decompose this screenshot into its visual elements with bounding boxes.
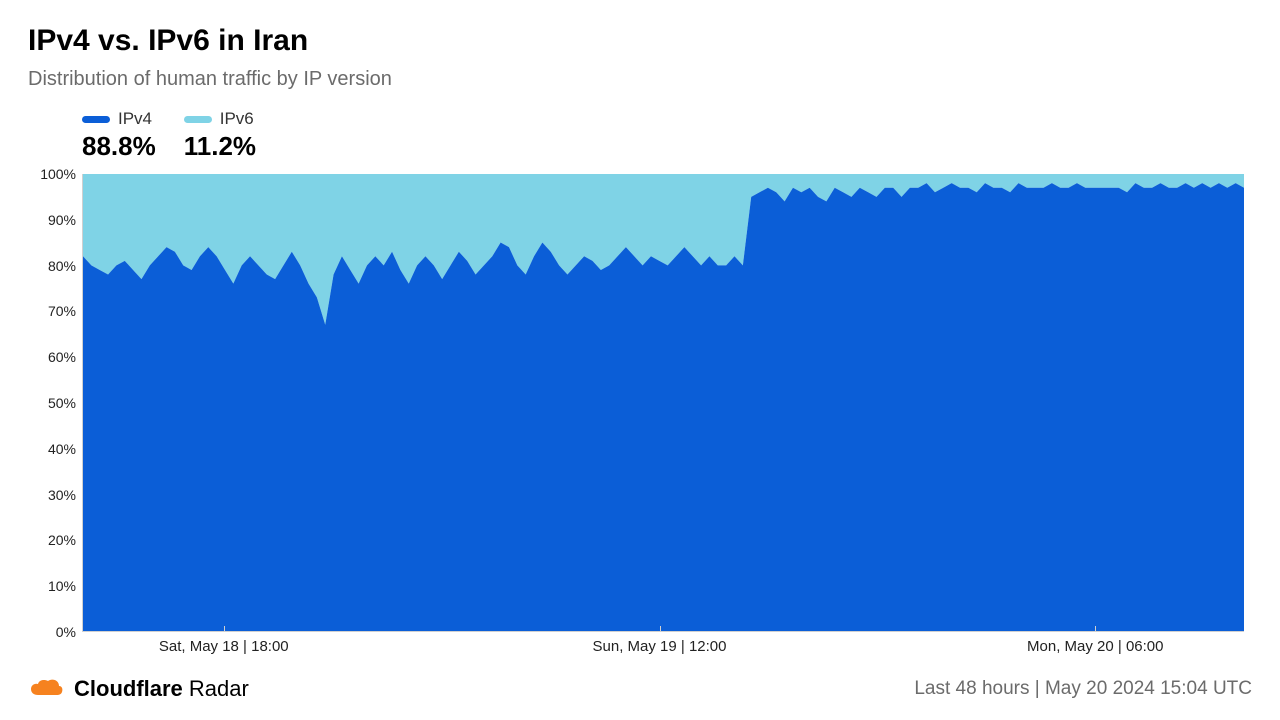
x-tick-label: Mon, May 20 | 06:00	[1027, 638, 1163, 655]
x-tick-label: Sat, May 18 | 18:00	[159, 638, 289, 655]
x-axis: Sat, May 18 | 18:00 Sun, May 19 | 12:00 Mo…	[82, 632, 1244, 662]
y-tick-label: 0%	[56, 624, 76, 640]
x-tick-label: Sun, May 19 | 12:00	[593, 638, 727, 655]
y-tick-label: 20%	[48, 532, 76, 548]
plot	[82, 174, 1244, 632]
y-axis: 0%10%20%30%40%50%60%70%80%90%100%	[28, 174, 82, 632]
y-tick-label: 30%	[48, 487, 76, 503]
chart-title: IPv4 vs. IPv6 in Iran	[28, 24, 1252, 58]
y-tick-label: 80%	[48, 258, 76, 274]
y-tick-label: 40%	[48, 441, 76, 457]
brand-name-bold: Cloudflare	[74, 676, 183, 701]
y-tick-label: 100%	[40, 166, 76, 182]
brand-name-light: Radar	[189, 676, 249, 701]
legend-label-ipv4: IPv4	[118, 109, 152, 129]
legend-value-ipv4: 88.8%	[82, 131, 156, 162]
legend-item-ipv4: IPv4 88.8%	[82, 109, 156, 162]
legend-swatch-ipv4	[82, 116, 110, 123]
chart-subtitle: Distribution of human traffic by IP vers…	[28, 68, 1252, 91]
y-tick-label: 50%	[48, 395, 76, 411]
y-tick-label: 70%	[48, 303, 76, 319]
legend-value-ipv6: 11.2%	[184, 131, 256, 162]
y-tick-label: 90%	[48, 212, 76, 228]
cloudflare-icon	[28, 677, 64, 701]
chart-area: 0%10%20%30%40%50%60%70%80%90%100% Sat, M…	[28, 174, 1252, 662]
legend-item-ipv6: IPv6 11.2%	[184, 109, 256, 162]
y-tick-label: 10%	[48, 578, 76, 594]
brand: Cloudflare Radar	[28, 676, 249, 702]
legend: IPv4 88.8% IPv6 11.2%	[82, 109, 1252, 162]
legend-label-ipv6: IPv6	[220, 109, 254, 129]
brand-text: Cloudflare Radar	[74, 676, 249, 702]
footer-timestamp: Last 48 hours | May 20 2024 15:04 UTC	[914, 678, 1252, 700]
area-chart-svg	[83, 174, 1244, 631]
legend-swatch-ipv6	[184, 116, 212, 123]
y-tick-label: 60%	[48, 349, 76, 365]
footer: Cloudflare Radar Last 48 hours | May 20 …	[28, 676, 1252, 702]
